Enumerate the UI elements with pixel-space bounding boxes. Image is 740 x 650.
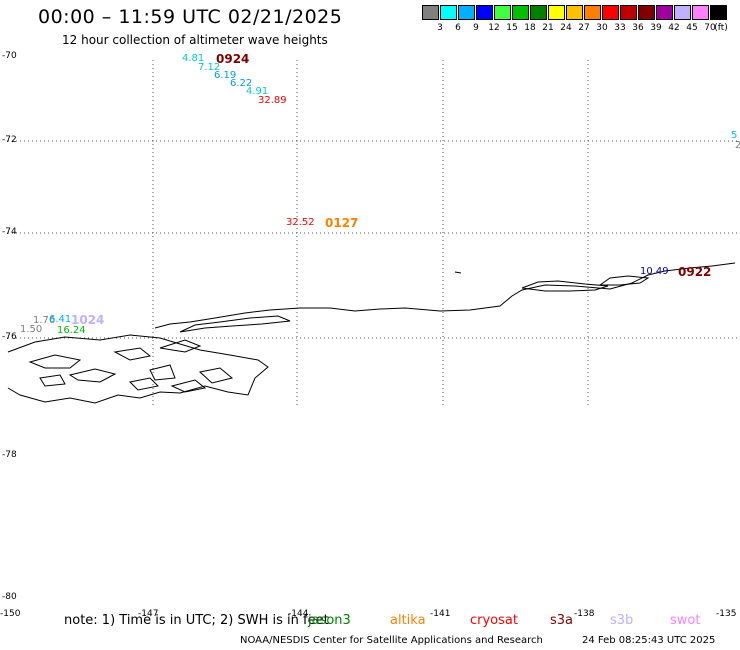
satellite-legend-item: jason3 — [308, 613, 351, 628]
footnote: note: 1) Time is in UTC; 2) SWH is in fe… — [64, 613, 329, 628]
inland-5 — [149, 364, 176, 381]
legend-swatch — [584, 5, 601, 20]
satellite-legend-item: s3b — [610, 613, 634, 628]
wave-height-label: 32.89 — [258, 95, 287, 106]
lon-label: -135 — [716, 609, 737, 619]
legend-label: 42 — [668, 23, 680, 33]
wave-height-label: 5 — [731, 130, 738, 141]
legend-swatch — [512, 5, 529, 20]
ice-shelf-edge — [154, 262, 736, 329]
pass-time-label: 0922 — [678, 265, 712, 279]
lat-label: -76 — [2, 332, 17, 342]
legend-swatch — [692, 5, 709, 20]
satellite-legend-item: s3a — [550, 613, 574, 628]
legend-swatch — [638, 5, 655, 20]
inland-8 — [170, 379, 207, 393]
inland-7 — [128, 377, 160, 391]
wave-height-label: 16.24 — [57, 325, 86, 336]
wave-height-label: 7.12 — [198, 62, 221, 73]
legend-label: 18 — [524, 23, 536, 33]
legend-swatch — [458, 5, 475, 20]
wave-height-label: 2 — [735, 140, 740, 151]
lat-label: -80 — [2, 592, 17, 602]
legend-label: 12 — [488, 23, 500, 33]
legend-label: 70 — [704, 23, 716, 33]
legend-label: 30 — [596, 23, 608, 33]
lat-label: -70 — [2, 51, 17, 61]
lon-label: -150 — [0, 609, 21, 619]
legend-swatch — [674, 5, 691, 20]
wave-height-label: 4.81 — [182, 53, 205, 64]
inland-3 — [39, 374, 66, 387]
satellite-legend-item: cryosat — [470, 613, 518, 628]
wave-height-label: 6.22 — [230, 78, 253, 89]
mainland — [7, 334, 269, 404]
island-3 — [159, 339, 202, 353]
legend-swatch — [440, 5, 457, 20]
lat-label: -74 — [2, 227, 17, 237]
legend-swatch — [422, 5, 439, 20]
coastline — [7, 262, 736, 404]
inland-1 — [28, 354, 82, 369]
wave-height-label: 10.49 — [640, 266, 669, 277]
inland-6 — [198, 367, 234, 384]
legend-label: 9 — [473, 23, 479, 33]
lon-label: -138 — [574, 609, 595, 619]
satellite-legend-item: swot — [670, 613, 701, 628]
legend-swatch — [620, 5, 637, 20]
legend-swatch — [476, 5, 493, 20]
legend-label: 36 — [632, 23, 644, 33]
island-1 — [521, 280, 609, 292]
wave-height-label: 6.19 — [214, 70, 237, 81]
pass-time-label: 0127 — [325, 216, 359, 230]
page-title: 00:00 – 11:59 UTC 02/21/2025 — [38, 6, 343, 28]
inland-2 — [68, 368, 117, 383]
legend-swatch — [494, 5, 511, 20]
lat-label: -78 — [2, 450, 17, 460]
generated-timestamp: 24 Feb 08:25:43 UTC 2025 — [582, 635, 716, 646]
legend-unit: (ft) — [714, 23, 728, 33]
page-subtitle: 12 hour collection of altimeter wave hei… — [62, 33, 328, 47]
lon-label: -144 — [288, 609, 309, 619]
graticule — [8, 60, 740, 405]
wave-height-label: 6.41 — [49, 314, 72, 325]
inland-4 — [113, 347, 152, 361]
legend-label: 33 — [614, 23, 626, 33]
credit-line: NOAA/NESDIS Center for Satellite Applica… — [240, 635, 543, 646]
lon-label: -147 — [138, 609, 159, 619]
legend-swatch — [548, 5, 565, 20]
rock — [454, 271, 462, 274]
wave-height-label: 32.52 — [286, 217, 315, 228]
wave-height-label: 4.91 — [246, 86, 269, 97]
wave-height-label: 1.76 — [33, 315, 56, 326]
legend-label: 6 — [455, 23, 461, 33]
pass-time-label: 0924 — [216, 52, 250, 66]
pass-time-label: 1024 — [71, 313, 105, 327]
legend-label: 45 — [686, 23, 698, 33]
satellite-legend-item: altika — [390, 613, 426, 628]
wave-height-label: 1.50 — [20, 324, 43, 335]
lat-label: -72 — [2, 135, 17, 145]
coast-inner — [179, 315, 291, 333]
legend-label: 3 — [437, 23, 443, 33]
legend-swatch — [530, 5, 547, 20]
legend-label: 27 — [578, 23, 590, 33]
legend-swatch — [710, 5, 727, 20]
lon-label: -141 — [430, 609, 451, 619]
legend-label: 39 — [650, 23, 662, 33]
legend-swatch — [656, 5, 673, 20]
legend-swatch — [566, 5, 583, 20]
legend-label: 15 — [506, 23, 518, 33]
legend-label: 21 — [542, 23, 554, 33]
legend-label: 24 — [560, 23, 572, 33]
legend-swatch — [602, 5, 619, 20]
island-2 — [598, 275, 650, 286]
